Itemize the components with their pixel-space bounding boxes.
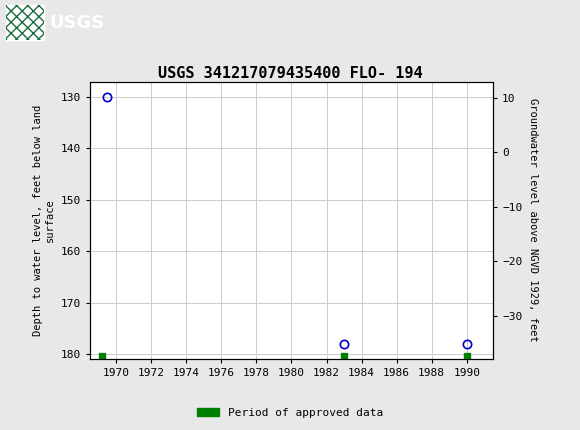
Y-axis label: Depth to water level, feet below land
surface: Depth to water level, feet below land su…: [32, 105, 55, 336]
FancyBboxPatch shape: [6, 6, 44, 40]
Text: USGS: USGS: [49, 14, 104, 31]
Y-axis label: Groundwater level above NGVD 1929, feet: Groundwater level above NGVD 1929, feet: [528, 98, 538, 342]
Legend: Period of approved data: Period of approved data: [193, 403, 387, 422]
Text: USGS 341217079435400 FLO- 194: USGS 341217079435400 FLO- 194: [158, 66, 422, 80]
